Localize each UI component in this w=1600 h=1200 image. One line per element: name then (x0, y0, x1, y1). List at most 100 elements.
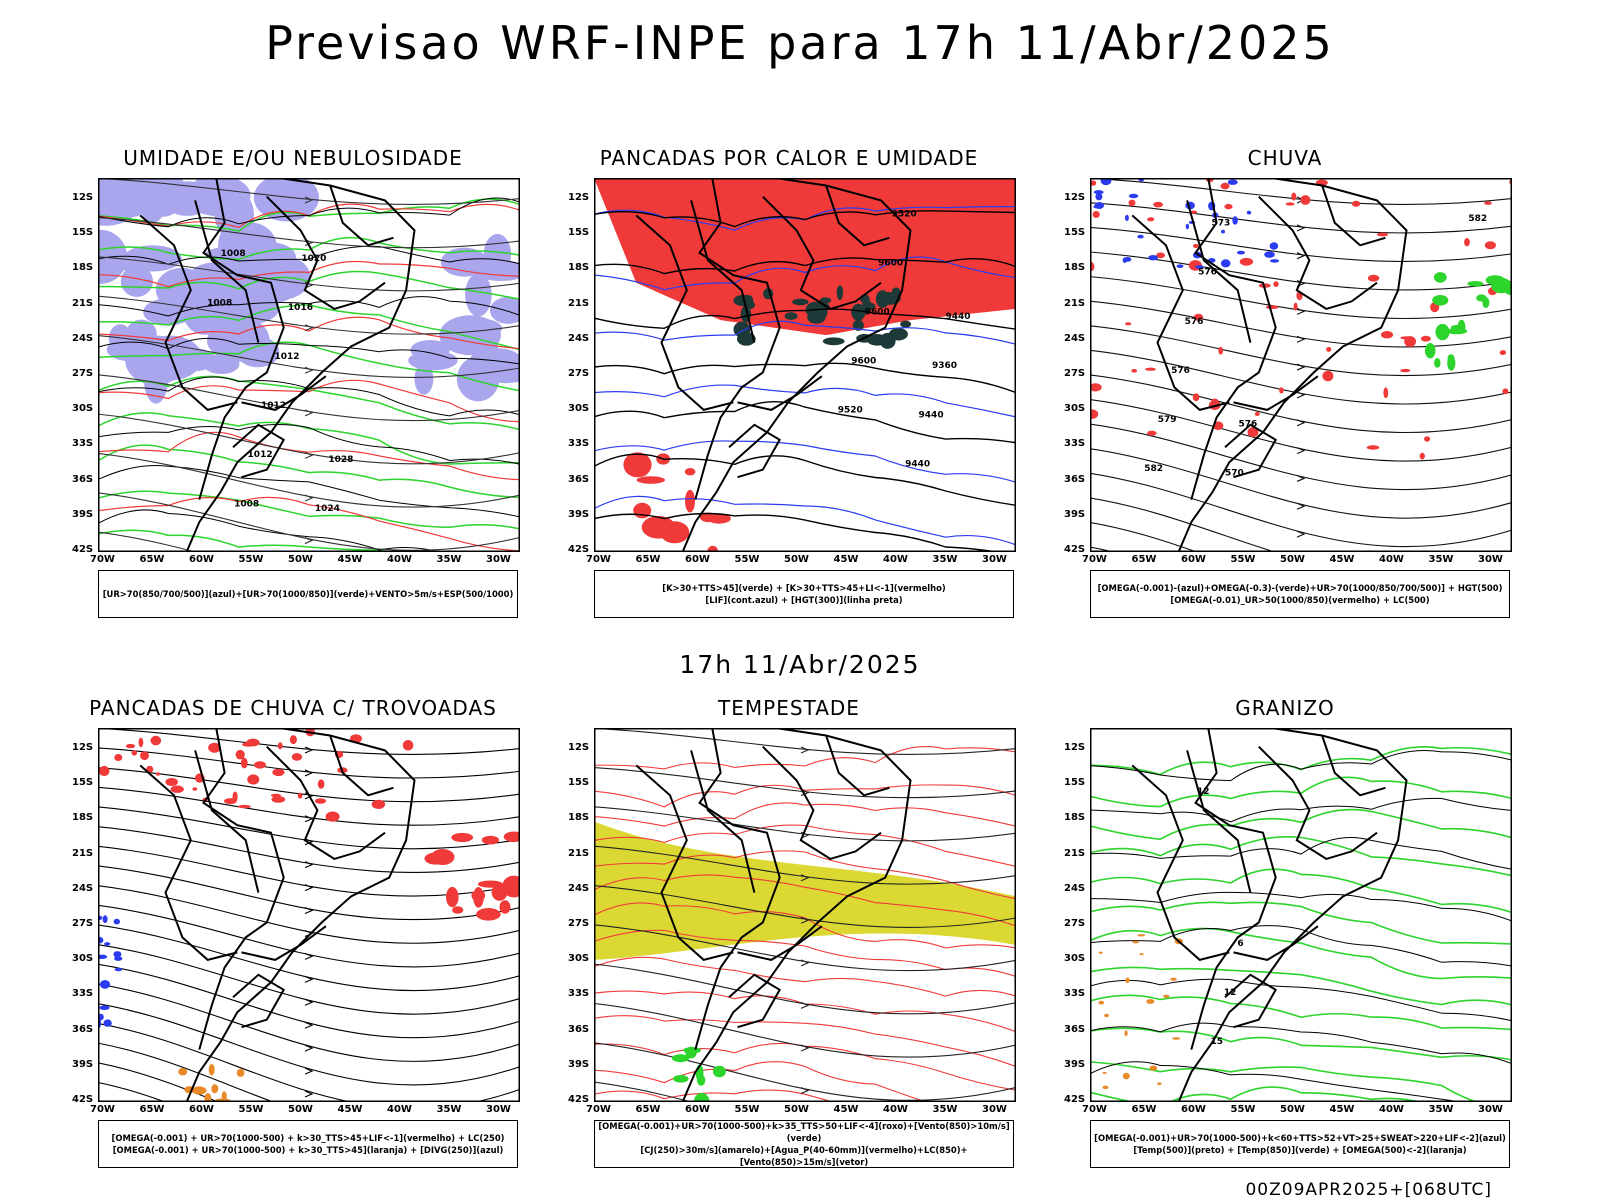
omega-area-cell (1232, 216, 1238, 225)
lat-tick-label: 21S (568, 847, 590, 859)
panel-legend: [K>30+TTS>45](verde) + [K>30+TTS>45+LI<-… (594, 570, 1014, 618)
hgt500-streamline-line (1090, 448, 1512, 519)
lc250-streamline-arrow (304, 952, 314, 960)
state-border (694, 728, 781, 1050)
lon-tick-label: 65W (1131, 554, 1157, 565)
lc250-streamline-arrow (304, 838, 314, 846)
lat-tick-label: 18S (568, 812, 590, 824)
vento-vetor-arrow (304, 409, 314, 417)
lat-tick-label: 21S (1064, 297, 1086, 309)
lon-tick-label: 55W (238, 1104, 264, 1115)
divergencia-area-cell (114, 967, 123, 972)
forecast-map: 1008 1008 1008 1012 1012 1012 1016 1020 1024 1028 (98, 178, 520, 552)
contour-label: 1012 (261, 401, 286, 411)
hgt500-streamline-line (1090, 226, 1512, 263)
instabilidade-area-cell (792, 298, 809, 306)
lon-tick-label: 60W (189, 554, 214, 565)
instabilidade-area-cell (819, 297, 832, 304)
chuva-area-cell (1147, 430, 1157, 436)
omega-forte-area-cell (1457, 319, 1466, 334)
agua-precipitavel-contour-line (594, 874, 1016, 927)
vento850-vetor-line (594, 767, 1016, 799)
omega-area-cell (1227, 179, 1238, 185)
lat-tick-label: 12S (72, 192, 94, 203)
lat-tick-label: 15S (72, 777, 94, 789)
lon-tick-label: 60W (189, 1104, 214, 1115)
omega500-area-cell (1163, 994, 1170, 998)
main-title: Previsao WRF-INPE para 17h 11/Abr/2025 (265, 16, 1335, 70)
chuva-area-cell (1420, 335, 1431, 342)
contour-label: 582 (1144, 464, 1163, 474)
espessura-contour-line (98, 260, 520, 288)
temp850-contour-line (1090, 1061, 1479, 1102)
chuva-area-cell (1153, 201, 1163, 208)
agua-precipitavel-contour-line (594, 824, 1016, 868)
pancadas-area-south-cell (707, 545, 718, 552)
chuva-area-cell (1218, 346, 1223, 355)
lat-tick-label: 24S (72, 882, 94, 894)
trovoada-area-cell (314, 798, 327, 804)
panel-title: PANCADAS POR CALOR E UMIDADE (599, 146, 979, 170)
lon-tick-label: 35W (932, 1104, 958, 1115)
vento-vetor-line (98, 217, 520, 249)
temp850-contour (1090, 746, 1512, 1102)
lat-tick-label: 42S (1064, 544, 1086, 555)
map-svg: 12 15 12 6 (1090, 728, 1512, 1102)
temp500-contour-line (1090, 1022, 1512, 1065)
lat-tick-label: 30S (1064, 403, 1086, 415)
panel-title: PANCADAS DE CHUVA C/ TROVOADAS (89, 696, 497, 720)
lat-tick-label: 30S (72, 403, 94, 415)
lon-tick-label: 50W (784, 554, 809, 565)
trovoada-area-east-cell (499, 900, 511, 914)
lat-tick-label: 21S (568, 297, 590, 309)
umidade-baixa-contour-line (98, 304, 520, 351)
panel-title: UMIDADE E/OU NEBULOSIDADE (123, 146, 463, 170)
hgt500-streamline-line (1090, 497, 1277, 552)
trovoada-area-cell (291, 753, 303, 761)
vento850-forte-area-cell (671, 1054, 690, 1063)
temp500-contour-line (1090, 978, 1512, 1022)
trovoada-area-cell (297, 792, 303, 799)
coastline (681, 178, 912, 552)
trovoada-moderada-area-cell (236, 1068, 245, 1077)
chuva-area-cell (1156, 252, 1165, 259)
lc250-streamline-line (98, 806, 520, 850)
omega-area-cell (1195, 265, 1204, 269)
lat-tick-label: 30S (72, 953, 94, 965)
pressao-contour-line (98, 197, 520, 228)
state-border (1186, 750, 1252, 893)
lon-tick-label: 65W (139, 1104, 165, 1115)
chuva-area-cell (1380, 331, 1394, 339)
omega500-area-cell (1146, 999, 1155, 1004)
omega-area-cell (1270, 259, 1280, 263)
vento850-vetor-arrow (800, 874, 810, 882)
hgt500-streamline-arrow (1296, 530, 1306, 538)
lon-tick-label: 60W (685, 1104, 710, 1115)
map-svg: 9520 9600 9600 9600 9520 9440 9440 9360 9440 (594, 178, 1016, 552)
agua-precipitavel-contour-line (594, 784, 1016, 808)
omega500-area-cell (1132, 940, 1139, 944)
state-border (762, 195, 882, 310)
temp500-contour-line (1090, 925, 1512, 967)
instabilidade-area-cell (836, 285, 844, 300)
omega500-area-cell (1149, 1065, 1158, 1071)
contour-label: 1020 (301, 254, 326, 264)
vento-vetor-line (98, 413, 520, 465)
state-border (1321, 185, 1386, 247)
omega500-area-cell (1125, 977, 1130, 984)
trovoada-area-east-cell (430, 849, 455, 865)
contour-label: 1008 (207, 298, 232, 308)
lc250-streamline-line (98, 1022, 520, 1102)
panel-pancadas-trovoadas: PANCADAS DE CHUVA C/ TROVOADAS 12S 15S 18S 2… (58, 690, 528, 1170)
lon-tick-label: 30W (982, 554, 1007, 565)
vento850-vetor-line (594, 1042, 1016, 1101)
lon-tick-label: 40W (1379, 554, 1404, 565)
trovoada-area-cell (170, 785, 184, 793)
vento850-vetor-line (594, 728, 1016, 756)
omega500-area-cell (1137, 934, 1146, 937)
state-border (737, 925, 823, 961)
state-border (1224, 973, 1278, 1029)
trovoada-area-cell (155, 772, 160, 776)
lc250-streamline-line (98, 1042, 275, 1102)
lon-tick-label: 30W (982, 1104, 1007, 1115)
